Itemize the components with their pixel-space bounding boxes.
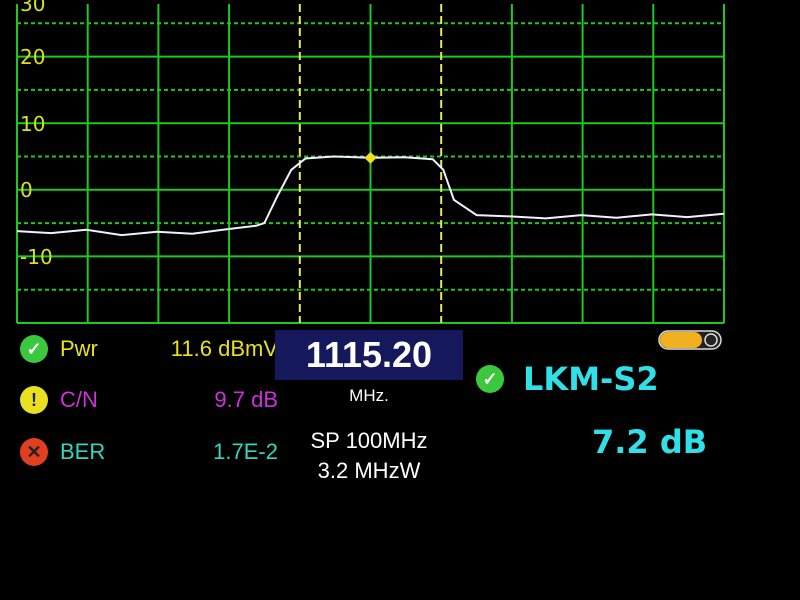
bandwidth-value: 3.2 MHzW: [317, 458, 421, 483]
y-tick-label: 20: [20, 45, 46, 69]
lock-margin: 7.2 dB: [592, 423, 708, 461]
lock-ok-icon: ✓: [476, 365, 504, 393]
measurement-label: Pwr: [60, 336, 98, 361]
marker-diamond: [364, 151, 377, 164]
y-tick-label: 10: [20, 112, 46, 136]
y-tick-label: 0: [20, 178, 33, 202]
measurement-value: 9.7 dB: [214, 387, 278, 412]
spectrum-plot: [16, 4, 725, 324]
frequency-unit: MHz.: [349, 386, 389, 405]
lock-status: LKM-S2: [523, 360, 659, 398]
spectrum-trace: [16, 155, 725, 237]
measurement-label: C/N: [60, 387, 98, 412]
warning-icon: !: [20, 386, 48, 414]
ok-icon: ✓: [20, 335, 48, 363]
y-tick-label: -10: [20, 245, 53, 269]
measurement-ber: ✕ BER 1.7E-2: [20, 436, 278, 468]
y-tick-label: 30: [20, 0, 46, 16]
error-icon: ✕: [20, 438, 48, 466]
measurement-value: 11.6 dBmV: [170, 336, 278, 361]
measurement-value: 1.7E-2: [213, 439, 278, 464]
center-frequency[interactable]: 1115.20: [275, 330, 463, 380]
battery-icon: [658, 330, 722, 350]
span-value: SP 100MHz: [310, 428, 428, 453]
measurement-cn: ! C/N 9.7 dB: [20, 384, 278, 416]
measurement-label: BER: [60, 439, 106, 464]
measurement-pwr: ✓ Pwr 11.6 dBmV: [20, 333, 278, 365]
